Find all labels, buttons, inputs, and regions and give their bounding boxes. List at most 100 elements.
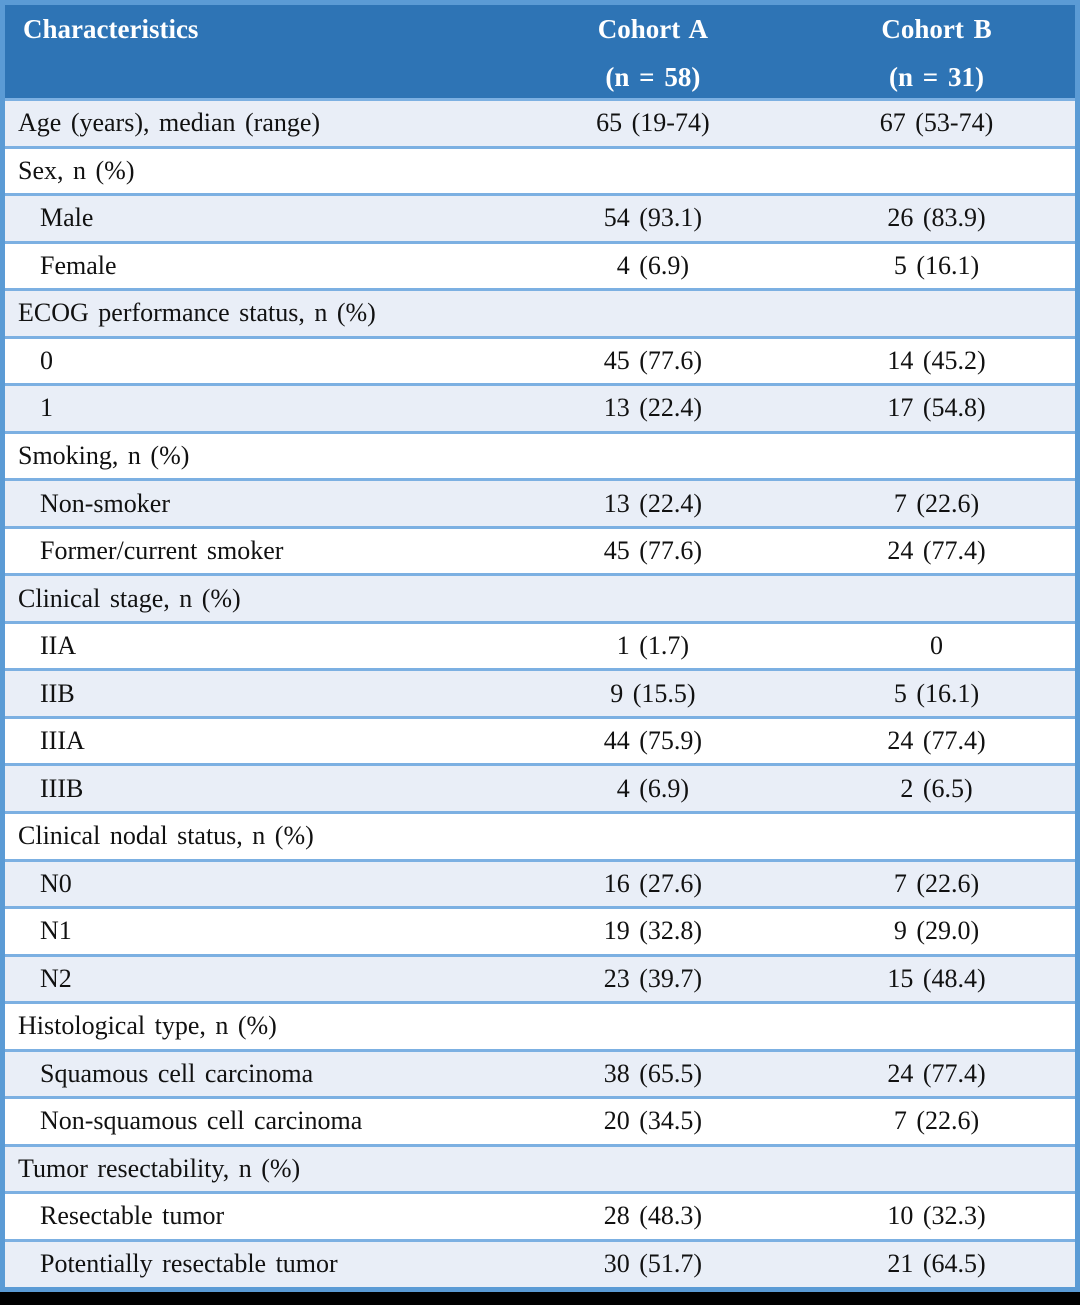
table-row: Potentially resectable tumor 30 (51.7) 21 …	[2, 1238, 1078, 1290]
cohort-a-value-cell: 28 (48.3)	[507, 1191, 798, 1241]
header-characteristics-label: Characteristics	[23, 14, 199, 44]
cohort-b-value-cell: 17 (54.8)	[798, 383, 1078, 433]
cohort-b-value-cell	[798, 288, 1078, 338]
cohort-b-value-cell	[798, 145, 1078, 195]
cohort-a-value-cell: 44 (75.9)	[507, 715, 798, 765]
row-label-cell: Resectable tumor	[2, 1191, 508, 1241]
cohort-a-value-cell: 54 (93.1)	[507, 193, 798, 243]
cohort-a-value-cell: 13 (22.4)	[507, 478, 798, 528]
cohort-a-value-cell: 65 (19-74)	[507, 98, 798, 148]
cohort-a-value-cell: 4 (6.9)	[507, 240, 798, 290]
header-cohort-a: Cohort A (n = 58)	[507, 2, 798, 100]
table-row: ECOG performance status, n (%)	[2, 288, 1078, 338]
cohort-b-value-cell	[798, 573, 1078, 623]
row-label-cell: Former/current smoker	[2, 525, 508, 575]
table-body: Age (years), median (range) 65 (19-74) 67 …	[2, 98, 1078, 1290]
table-row: Squamous cell carcinoma 38 (65.5) 24 (77.4…	[2, 1048, 1078, 1098]
cohort-b-value-cell: 5 (16.1)	[798, 668, 1078, 718]
table-row: IIIA 44 (75.9) 24 (77.4)	[2, 715, 1078, 765]
table-row: Smoking, n (%)	[2, 430, 1078, 480]
cohort-b-value-cell: 24 (77.4)	[798, 715, 1078, 765]
cohort-b-value-cell: 2 (6.5)	[798, 763, 1078, 813]
row-label-cell: ECOG performance status, n (%)	[2, 288, 508, 338]
row-label-cell: Sex, n (%)	[2, 145, 508, 195]
cohort-b-value-cell	[798, 810, 1078, 860]
cohort-a-value-cell: 19 (32.8)	[507, 906, 798, 956]
table-row: Male 54 (93.1) 26 (83.9)	[2, 193, 1078, 243]
header-cohort-a-n: (n = 58)	[605, 62, 701, 92]
row-label-cell: Clinical nodal status, n (%)	[2, 810, 508, 860]
cohort-b-value-cell: 9 (29.0)	[798, 906, 1078, 956]
table-row: IIB 9 (15.5) 5 (16.1)	[2, 668, 1078, 718]
table-row: Non-squamous cell carcinoma 20 (34.5) 7 (2…	[2, 1096, 1078, 1146]
table-row: Sex, n (%)	[2, 145, 1078, 195]
table-row: 0 45 (77.6) 14 (45.2)	[2, 335, 1078, 385]
cohort-b-value-cell: 7 (22.6)	[798, 478, 1078, 528]
cohort-a-value-cell: 9 (15.5)	[507, 668, 798, 718]
cohort-a-value-cell: 45 (77.6)	[507, 525, 798, 575]
cohort-b-value-cell: 7 (22.6)	[798, 858, 1078, 908]
row-label-cell: Squamous cell carcinoma	[2, 1048, 508, 1098]
table-header-row: Characteristics Cohort A (n = 58) Cohort…	[2, 2, 1078, 100]
cohort-b-value-cell: 21 (64.5)	[798, 1238, 1078, 1290]
cohort-a-value-cell: 4 (6.9)	[507, 763, 798, 813]
cohort-a-value-cell: 13 (22.4)	[507, 383, 798, 433]
cohort-a-value-cell	[507, 145, 798, 195]
header-cohort-b: Cohort B (n = 31)	[798, 2, 1078, 100]
cohort-b-value-cell: 10 (32.3)	[798, 1191, 1078, 1241]
header-characteristics: Characteristics	[2, 2, 508, 100]
table-row: Non-smoker 13 (22.4) 7 (22.6)	[2, 478, 1078, 528]
row-label-cell: IIA	[2, 620, 508, 670]
row-label-cell: Smoking, n (%)	[2, 430, 508, 480]
cohort-a-value-cell	[507, 1143, 798, 1193]
table-row: Former/current smoker 45 (77.6) 24 (77.4)	[2, 525, 1078, 575]
table-row: Clinical stage, n (%)	[2, 573, 1078, 623]
cohort-b-value-cell: 7 (22.6)	[798, 1096, 1078, 1146]
row-label-cell: IIIB	[2, 763, 508, 813]
row-label-cell: N2	[2, 953, 508, 1003]
cohort-b-value-cell: 15 (48.4)	[798, 953, 1078, 1003]
table-row: Resectable tumor 28 (48.3) 10 (32.3)	[2, 1191, 1078, 1241]
cohort-a-value-cell: 38 (65.5)	[507, 1048, 798, 1098]
row-label-cell: Non-smoker	[2, 478, 508, 528]
cohort-a-value-cell	[507, 430, 798, 480]
cohort-a-value-cell	[507, 810, 798, 860]
table-row: Histological type, n (%)	[2, 1001, 1078, 1051]
cohort-a-value-cell: 45 (77.6)	[507, 335, 798, 385]
cohort-a-value-cell	[507, 1001, 798, 1051]
header-cohort-a-name: Cohort A	[597, 14, 708, 44]
row-label-cell: Potentially resectable tumor	[2, 1238, 508, 1290]
table-row: N1 19 (32.8) 9 (29.0)	[2, 906, 1078, 956]
row-label-cell: Age (years), median (range)	[2, 98, 508, 148]
table-row: Tumor resectability, n (%)	[2, 1143, 1078, 1193]
row-label-cell: Histological type, n (%)	[2, 1001, 508, 1051]
table-row: N0 16 (27.6) 7 (22.6)	[2, 858, 1078, 908]
row-label-cell: 1	[2, 383, 508, 433]
table-row: N2 23 (39.7) 15 (48.4)	[2, 953, 1078, 1003]
row-label-cell: Female	[2, 240, 508, 290]
table-row: IIA 1 (1.7) 0	[2, 620, 1078, 670]
header-cohort-b-n: (n = 31)	[889, 62, 984, 92]
table-row: Female 4 (6.9) 5 (16.1)	[2, 240, 1078, 290]
cohort-a-value-cell	[507, 573, 798, 623]
row-label-cell: N1	[2, 906, 508, 956]
cohort-b-value-cell: 26 (83.9)	[798, 193, 1078, 243]
table-row: Clinical nodal status, n (%)	[2, 810, 1078, 860]
row-label-cell: Tumor resectability, n (%)	[2, 1143, 508, 1193]
cohort-b-value-cell: 67 (53-74)	[798, 98, 1078, 148]
cohort-a-value-cell: 23 (39.7)	[507, 953, 798, 1003]
cohort-b-value-cell: 24 (77.4)	[798, 1048, 1078, 1098]
row-label-cell: Clinical stage, n (%)	[2, 573, 508, 623]
cohort-a-value-cell: 20 (34.5)	[507, 1096, 798, 1146]
table-row: IIIB 4 (6.9) 2 (6.5)	[2, 763, 1078, 813]
cohort-a-value-cell: 16 (27.6)	[507, 858, 798, 908]
header-cohort-b-name: Cohort B	[881, 14, 992, 44]
table-row: 1 13 (22.4) 17 (54.8)	[2, 383, 1078, 433]
row-label-cell: Male	[2, 193, 508, 243]
row-label-cell: 0	[2, 335, 508, 385]
cohort-a-value-cell	[507, 288, 798, 338]
cohort-b-value-cell	[798, 1001, 1078, 1051]
cohort-a-value-cell: 30 (51.7)	[507, 1238, 798, 1290]
